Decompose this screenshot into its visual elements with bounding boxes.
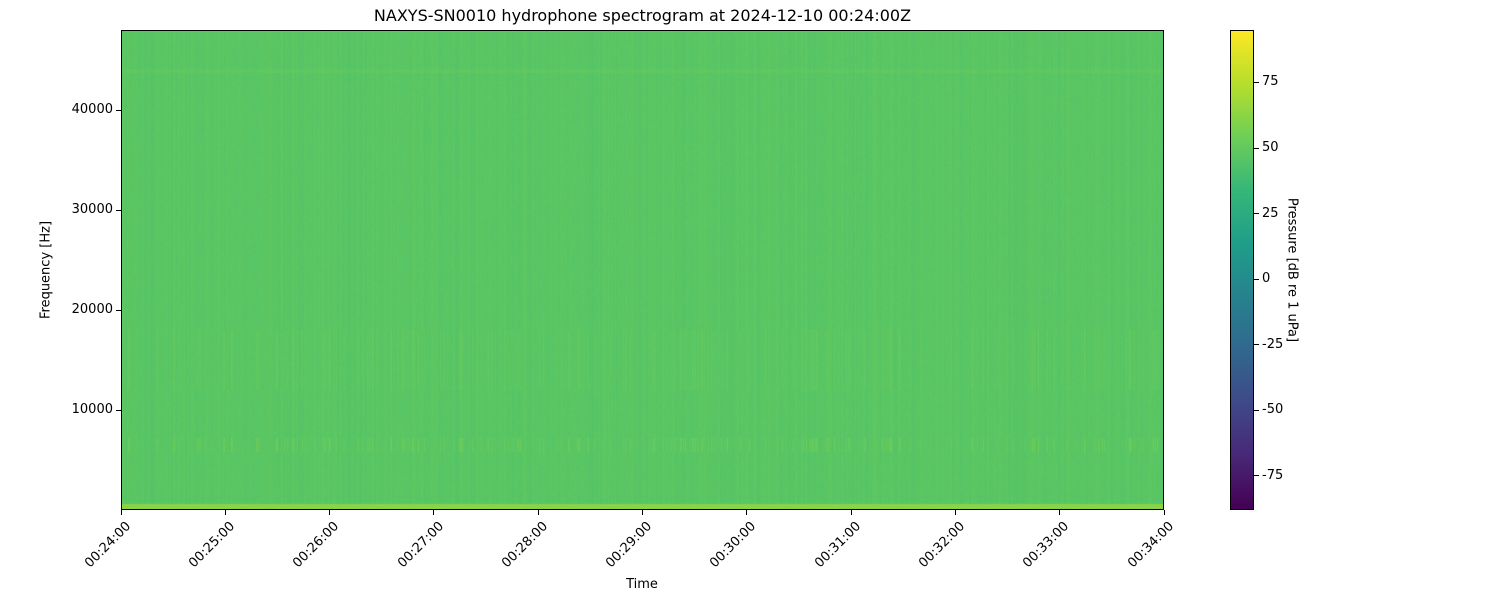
colorbar-label: Pressure [dB re 1 uPa] bbox=[1284, 197, 1300, 343]
x-tick-label: 00:30:00 bbox=[707, 519, 760, 571]
x-tick-label: 00:34:00 bbox=[1124, 519, 1177, 571]
x-tick-mark bbox=[954, 510, 956, 515]
colorbar-tick-mark bbox=[1254, 475, 1259, 477]
colorbar-tick-label: 0 bbox=[1262, 271, 1271, 287]
x-tick-label: 00:25:00 bbox=[186, 519, 238, 571]
colorbar-gradient bbox=[1231, 31, 1253, 509]
x-tick-mark bbox=[1163, 510, 1165, 515]
colorbar-tick-mark bbox=[1254, 213, 1259, 215]
y-tick-mark bbox=[116, 109, 121, 111]
x-tick-label: 00:29:00 bbox=[603, 519, 656, 571]
colorbar bbox=[1230, 30, 1254, 510]
x-tick-label: 00:31:00 bbox=[811, 519, 864, 571]
x-tick-label: 00:28:00 bbox=[498, 519, 551, 571]
plot-area bbox=[121, 30, 1164, 510]
colorbar-tick-label: -25 bbox=[1262, 336, 1284, 352]
colorbar-tick-mark bbox=[1254, 147, 1259, 149]
x-tick-mark bbox=[329, 510, 331, 515]
y-axis-label: Frequency [Hz] bbox=[38, 220, 54, 320]
colorbar-tick-label: -50 bbox=[1262, 402, 1284, 418]
colorbar-tick-label: 25 bbox=[1262, 205, 1279, 221]
y-tick-label: 40000 bbox=[71, 102, 113, 117]
x-tick-mark bbox=[433, 510, 435, 515]
y-tick-mark bbox=[116, 409, 121, 411]
y-tick-label: 30000 bbox=[71, 202, 113, 217]
colorbar-tick-mark bbox=[1254, 344, 1259, 346]
x-tick-label: 00:24:00 bbox=[81, 519, 134, 571]
colorbar-tick-mark bbox=[1254, 81, 1259, 83]
x-tick-mark bbox=[537, 510, 539, 515]
chart-title: NAXYS-SN0010 hydrophone spectrogram at 2… bbox=[373, 6, 912, 25]
y-tick-mark bbox=[116, 209, 121, 211]
y-tick-label: 20000 bbox=[71, 302, 113, 317]
spectrogram-image bbox=[122, 31, 1163, 509]
colorbar-tick-label: 75 bbox=[1262, 74, 1279, 90]
x-tick-mark bbox=[746, 510, 748, 515]
x-tick-label: 00:27:00 bbox=[394, 519, 447, 571]
x-tick-mark bbox=[642, 510, 643, 515]
y-tick-mark bbox=[116, 309, 121, 311]
x-axis-label: Time bbox=[626, 577, 658, 592]
y-tick-label: 10000 bbox=[71, 402, 113, 417]
x-tick-mark bbox=[224, 510, 226, 515]
colorbar-tick-mark bbox=[1254, 409, 1259, 411]
x-tick-label: 00:26:00 bbox=[290, 519, 343, 571]
colorbar-tick-label: 50 bbox=[1262, 140, 1279, 156]
x-tick-label: 00:33:00 bbox=[1020, 519, 1073, 571]
colorbar-tick-mark bbox=[1254, 278, 1259, 280]
colorbar-tick-label: -75 bbox=[1262, 467, 1284, 483]
x-tick-mark bbox=[120, 510, 122, 515]
x-tick-label: 00:32:00 bbox=[916, 519, 969, 571]
x-tick-mark bbox=[1059, 510, 1061, 515]
x-tick-mark bbox=[850, 510, 852, 515]
